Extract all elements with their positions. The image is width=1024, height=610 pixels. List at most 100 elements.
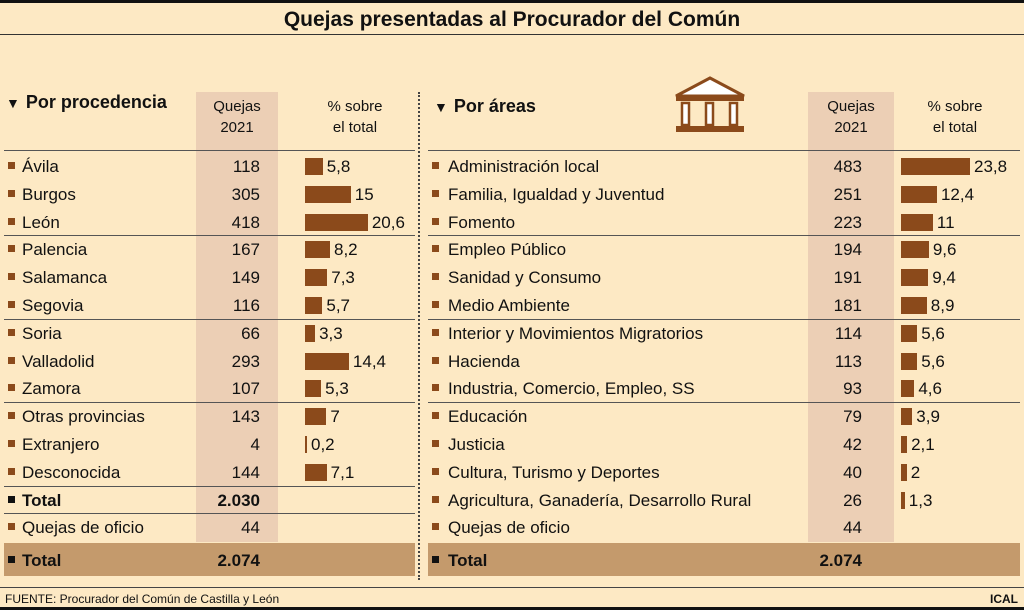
- square-bullet-icon: [432, 356, 439, 364]
- right-heading-text: Por áreas: [453, 96, 536, 116]
- quejas-value: 149: [231, 268, 260, 288]
- row-label: Industria, Comercio, Empleo, SS: [448, 379, 695, 399]
- right-group-rule: [428, 235, 1020, 237]
- left-subtotal-row: Total 2.030: [0, 486, 1024, 514]
- square-bullet-icon: [432, 412, 439, 420]
- pct-value: 3,3: [319, 323, 343, 343]
- square-bullet-icon: [432, 273, 439, 281]
- pct-bar: [901, 380, 915, 398]
- section-divider: [418, 92, 420, 580]
- row-label: Medio Ambiente: [448, 296, 570, 315]
- left-group-rule: [4, 485, 415, 487]
- square-bullet-icon: [8, 328, 15, 336]
- pct-bar: [305, 185, 351, 203]
- row-label: Valladolid: [22, 351, 95, 371]
- pct-bar: [901, 269, 929, 287]
- left-subtotal-rule: [4, 513, 415, 515]
- pct-value: 5,6: [921, 351, 945, 371]
- row-label: Salamanca: [22, 268, 108, 288]
- pct-value: 2,1: [911, 435, 935, 454]
- left-pct-header-line1: % sobre: [327, 98, 383, 115]
- pct-value: 4,6: [918, 379, 942, 399]
- square-bullet-icon: [8, 162, 15, 169]
- right-data-row: Cultura, Turismo y Deportes 40 2: [0, 458, 1024, 486]
- quejas-value: 118: [232, 157, 260, 176]
- pct-value: 1,3: [908, 490, 933, 510]
- pct-value: 9,6: [932, 240, 957, 260]
- left-data-row: Burgos 305 15: [0, 180, 1024, 208]
- left-data-row: Zamora 107 5,3: [0, 374, 1024, 402]
- row-label: Soria: [22, 323, 62, 343]
- total-value: 2.074: [819, 551, 862, 570]
- right-header-rule: [428, 150, 1020, 151]
- right-total-row: Total 2.074: [0, 546, 1024, 574]
- right-data-row: Familia, Igualdad y Juventud 251 12,4: [0, 180, 1024, 208]
- square-bullet-icon: [8, 523, 15, 531]
- left-oficio-row: Quejas de oficio 44: [0, 513, 1024, 541]
- right-pct-header-line2: el total: [932, 119, 978, 136]
- row-label: Empleo Público: [448, 240, 567, 260]
- quejas-value: 293: [231, 351, 260, 371]
- bottom-rule: [0, 607, 1024, 610]
- left-data-row: Soria 66 3,3: [0, 319, 1024, 347]
- square-bullet-icon: [8, 356, 15, 364]
- right-quejas-header-line1: Quejas: [827, 98, 875, 115]
- row-label: Zamora: [22, 379, 81, 399]
- square-bullet-icon: [432, 162, 439, 169]
- row-label: Fomento: [448, 212, 516, 232]
- right-data-row: Sanidad y Consumo 191 9,4: [0, 263, 1024, 291]
- row-label: Burgos: [22, 184, 76, 204]
- pct-bar: [901, 241, 929, 259]
- quejas-value: 223: [833, 212, 862, 232]
- pct-bar: [305, 241, 330, 259]
- pct-bar: [305, 408, 327, 426]
- square-bullet-icon: [432, 328, 439, 336]
- square-bullet-icon: [432, 495, 439, 503]
- pct-value: 9,4: [932, 268, 956, 288]
- right-total-band: [428, 543, 1020, 576]
- square-bullet-icon: [8, 273, 15, 281]
- quejas-value: 144: [231, 462, 260, 482]
- left-group-rule: [4, 235, 415, 237]
- pct-value: 8,2: [334, 240, 358, 260]
- pct-bar: [305, 352, 349, 370]
- oficio-value: 44: [843, 518, 862, 538]
- pct-bar: [901, 408, 913, 426]
- row-label: Segovia: [22, 296, 84, 315]
- pct-bar: [305, 436, 307, 453]
- total-label: Total: [22, 551, 62, 570]
- total-value: 2.074: [217, 551, 260, 570]
- oficio-value: 44: [241, 518, 260, 538]
- pct-bar: [305, 324, 316, 342]
- square-bullet-icon: [8, 301, 15, 308]
- pct-value: 8,9: [930, 296, 955, 315]
- pct-value: 12,4: [940, 184, 975, 204]
- row-label: Justicia: [448, 435, 505, 454]
- square-bullet-icon: [432, 556, 439, 563]
- row-label: Agricultura, Ganadería, Desarrollo Rural: [448, 490, 752, 510]
- oficio-label: Quejas de oficio: [22, 518, 144, 538]
- pct-value: 2: [910, 462, 921, 482]
- quejas-value: 116: [232, 296, 260, 315]
- quejas-value: 42: [843, 435, 862, 454]
- left-data-row: Valladolid 293 14,4: [0, 347, 1024, 375]
- pct-bar: [305, 213, 368, 231]
- square-bullet-icon: [432, 189, 439, 197]
- right-data-row: Educación 79 3,9: [0, 402, 1024, 430]
- page-title: Quejas presentadas al Procurador del Com…: [283, 8, 741, 31]
- pct-value: 5,8: [326, 157, 351, 176]
- triangle-down-icon: ▼: [434, 99, 448, 115]
- pct-bar: [305, 158, 323, 175]
- row-label: León: [22, 212, 60, 232]
- left-pct-header: % sobre el total: [305, 96, 405, 138]
- quejas-value: 113: [834, 351, 862, 371]
- right-data-row: Industria, Comercio, Empleo, SS 93 4,6: [0, 374, 1024, 402]
- pct-value: 20,6: [371, 212, 405, 232]
- pct-value: 7,3: [331, 268, 355, 288]
- pct-bar: [901, 324, 918, 342]
- left-header-rule: [4, 150, 415, 151]
- pct-value: 5,7: [326, 296, 351, 315]
- left-total-band: [4, 543, 415, 576]
- quejas-value: 418: [231, 212, 260, 232]
- quejas-value: 26: [843, 490, 862, 510]
